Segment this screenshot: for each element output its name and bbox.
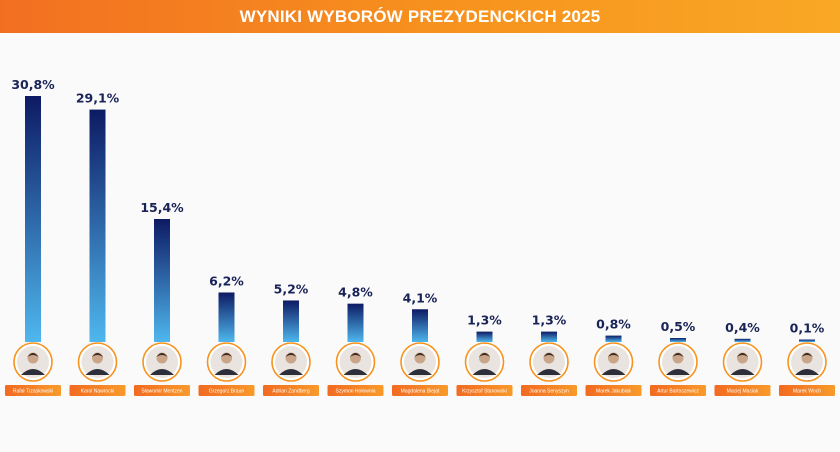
person-hair-icon [221,353,232,357]
person-body-icon [601,369,626,375]
candidate-name: Marek Jakubiak [596,389,632,395]
candidate-name-tag [327,385,384,396]
bar-chart: 30,8% Rafał Trzaskowski 29,1% Karol Nawrock… [5,77,835,396]
person-body-icon [472,369,497,375]
candidate-name-tag [5,385,61,396]
person-body-icon [214,369,239,375]
candidate-name-tag [779,385,835,396]
candidate-name-tag [521,385,577,396]
bar [670,338,686,342]
value-label: 5,2% [274,281,309,296]
bar-group: 1,3% Krzysztof Stanowski [456,313,513,396]
value-label: 15,4% [140,200,184,215]
candidate-name-tag [585,385,642,396]
candidate-name-tag [198,385,255,396]
person-hair-icon [414,353,426,357]
candidate-name: Karol Nawrocki [81,389,115,395]
candidate-name: Marek Woch [793,389,821,395]
bar-group: 4,1% Magdalena Biejat [392,290,448,396]
bar [218,292,235,342]
bar-group: 6,2% Grzegorz Braun [198,273,255,396]
candidate-name: Joanna Senyszyn [529,389,569,395]
person-hair-icon [156,353,168,357]
person-hair-icon [92,353,103,357]
person-hair-icon [285,353,297,357]
candidate-name-tag [456,385,513,396]
value-label: 4,1% [403,290,438,305]
candidate-name-tag [650,385,706,396]
person-body-icon [795,369,819,375]
person-hair-icon [543,353,555,357]
value-label: 6,2% [209,273,244,288]
person-body-icon [21,369,45,375]
bar-group: 15,4% Sławomir Mentzen [134,200,190,396]
person-body-icon [730,369,755,375]
bar-group: 0,4% Maciej Maciak [714,320,771,396]
person-hair-icon [27,353,39,357]
bar-group: 29,1% Karol Nawrocki [69,91,126,396]
value-label: 1,3% [532,313,567,328]
value-label: 0,5% [661,319,696,334]
bar-group: 0,5% Artur Bartoszewicz [650,319,706,396]
candidate-name: Magdalena Biejat [401,389,440,395]
person-body-icon [666,369,690,375]
candidate-name: Artur Bartoszewicz [657,389,699,395]
candidate-name: Grzegorz Braun [209,389,245,395]
bar [476,331,493,342]
bar [734,338,751,342]
person-hair-icon [672,353,684,357]
header-banner: WYNIKI WYBORÓW PREZYDENCKICH 2025 [0,0,840,33]
candidate-name-tag [134,385,190,396]
bar-group: 30,8% Rafał Trzaskowski [5,77,61,396]
person-hair-icon [479,353,490,357]
page-title: WYNIKI WYBORÓW PREZYDENCKICH 2025 [239,6,601,26]
bar [89,109,106,343]
bar-group: 4,8% Szymon Hołownia [327,285,384,396]
bar-group: 1,3% Joanna Senyszyn [521,313,577,396]
candidate-name: Adrian Zandberg [272,389,309,395]
person-body-icon [279,369,303,375]
candidate-name-tag [392,385,448,396]
person-hair-icon [801,353,813,357]
candidate-name: Rafał Trzaskowski [13,389,53,395]
bar [25,96,41,342]
person-body-icon [85,369,110,375]
bar [799,339,815,342]
value-label: 1,3% [467,313,502,328]
person-body-icon [150,369,174,375]
chart-panel: 30,8% Rafał Trzaskowski 29,1% Karol Nawrock… [0,33,840,452]
bar [605,335,622,342]
candidate-name: Maciej Maciak [727,389,759,395]
bar [347,303,364,342]
person-hair-icon [608,353,619,357]
value-label: 30,8% [11,77,55,92]
bar [541,331,557,342]
person-body-icon [408,369,432,375]
value-label: 4,8% [338,285,373,300]
bar-group: 0,8% Marek Jakubiak [585,317,642,396]
value-label: 29,1% [76,91,120,106]
candidate-name-tag [263,385,319,396]
value-label: 0,4% [725,320,760,335]
value-label: 0,1% [790,321,825,336]
bar [412,309,428,342]
bar-group: 5,2% Adrian Zandberg [263,281,319,396]
candidate-name: Szymon Hołownia [335,389,375,395]
candidate-name: Krzysztof Stanowski [462,389,507,395]
bar [283,300,299,342]
bar [154,219,170,342]
candidate-name-tag [69,385,126,396]
person-hair-icon [350,353,361,357]
person-body-icon [343,369,368,375]
candidate-name-tag [714,385,771,396]
bar-group: 0,1% Marek Woch [779,321,835,396]
value-label: 0,8% [596,317,631,332]
person-body-icon [537,369,561,375]
person-hair-icon [737,353,748,357]
candidate-name: Sławomir Mentzen [141,389,182,395]
